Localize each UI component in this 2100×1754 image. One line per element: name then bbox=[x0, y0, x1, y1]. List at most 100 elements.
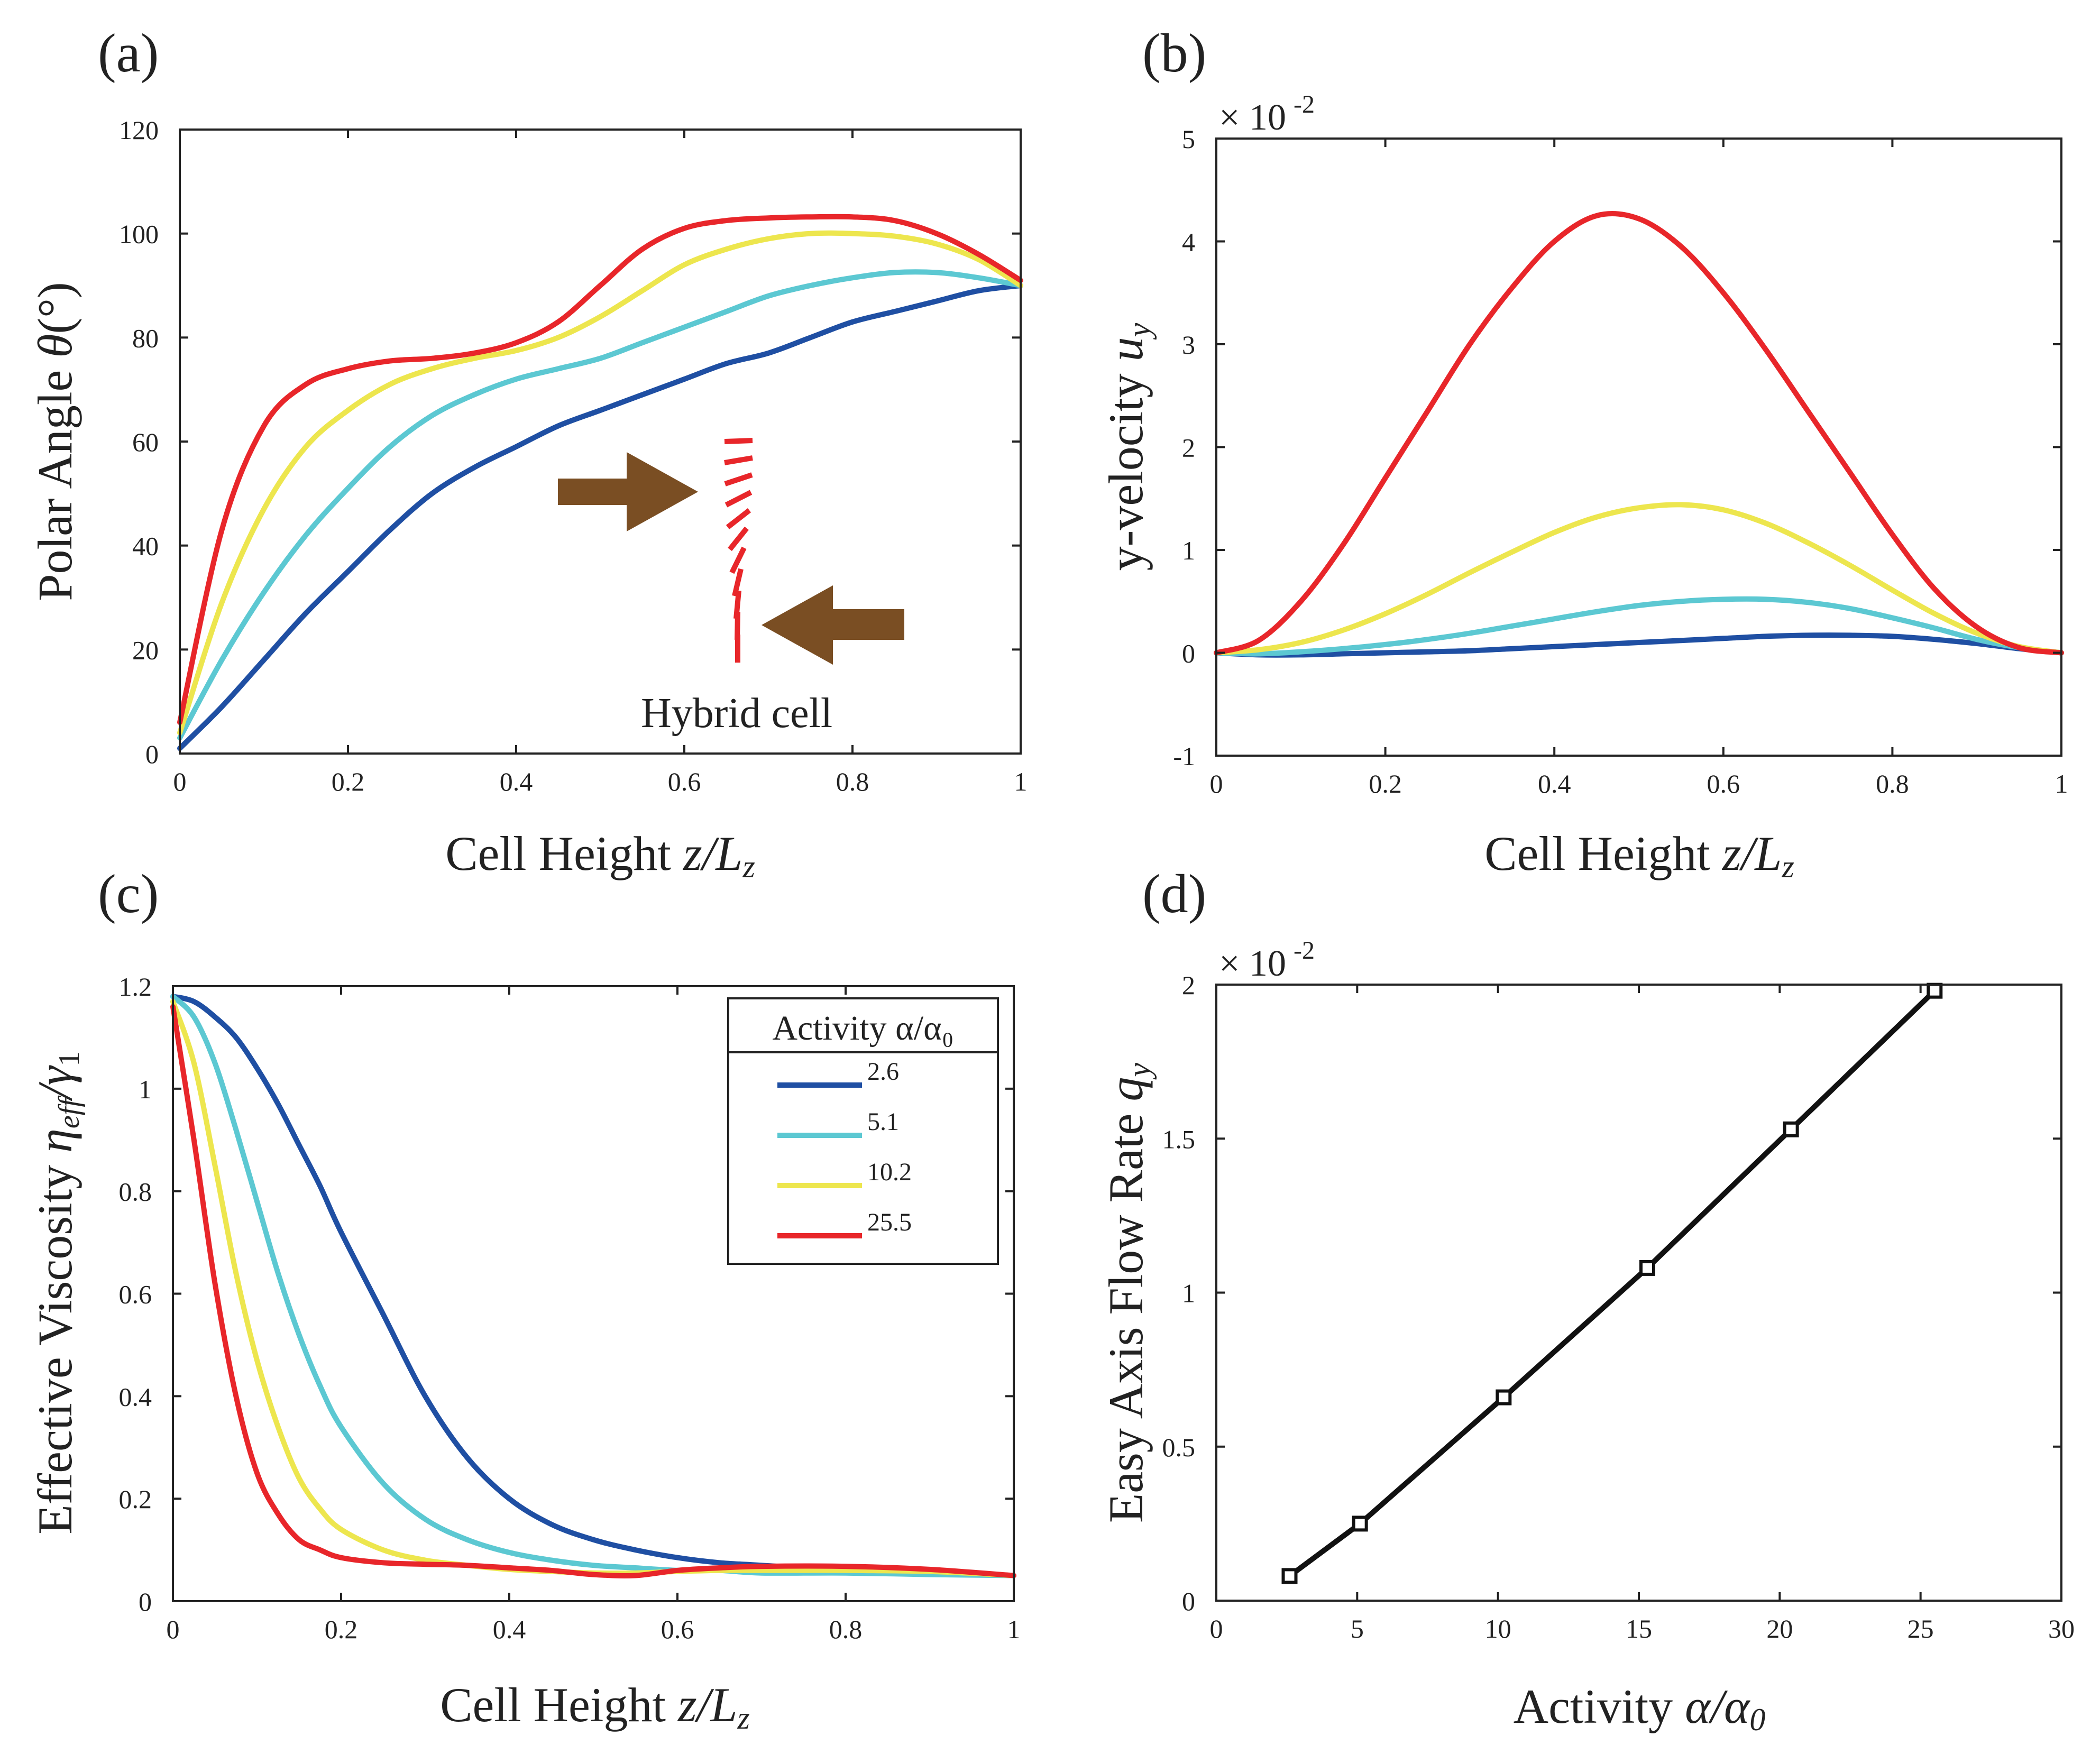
x-tick-label: 0.8 bbox=[829, 1614, 863, 1644]
panel-letter-b: (b) bbox=[1142, 23, 1206, 84]
series-line-10.2 bbox=[1214, 502, 2064, 656]
series-line bbox=[1287, 988, 1938, 1579]
press-arrow-right bbox=[558, 452, 698, 531]
y-tick-label: 0 bbox=[1182, 639, 1195, 668]
panel-a-ylabel: Polar Angle θ(°) bbox=[28, 282, 82, 601]
data-point-marker bbox=[1639, 1260, 1655, 1276]
y-tick-label: 0.6 bbox=[119, 1280, 152, 1309]
series-line-5.1 bbox=[177, 269, 1023, 741]
x-tick-label: 5 bbox=[1351, 1614, 1364, 1643]
x-tick-label: 0 bbox=[173, 767, 187, 796]
x-tick-label: 0.4 bbox=[493, 1614, 526, 1644]
panel-d: (d) 0 5 10 15 20 25 30 0 0.5 1 1.5 2 × 10 -2 Activit… bbox=[1099, 864, 2075, 1737]
x-tick-label: 0.8 bbox=[836, 767, 869, 796]
x-tick-label: 0.6 bbox=[661, 1614, 694, 1644]
director-field-icon bbox=[724, 438, 753, 663]
panel-b-xlabel: Cell Height z/Lz bbox=[1484, 827, 1794, 884]
x-tick-label: 0 bbox=[1210, 1614, 1223, 1643]
panel-d-plot-frame bbox=[1215, 984, 2062, 1602]
y-tick-label: 5 bbox=[1182, 124, 1195, 154]
series-line-10.2 bbox=[170, 999, 1016, 1578]
legend-entry: 5.1 bbox=[777, 1108, 899, 1138]
data-point-marker bbox=[1496, 1389, 1512, 1406]
data-point-marker bbox=[1352, 1516, 1368, 1532]
data-point-marker bbox=[1281, 1568, 1298, 1584]
legend-entry: 2.6 bbox=[777, 1058, 899, 1088]
panel-a-series bbox=[177, 214, 1023, 751]
x-tick-label: 1 bbox=[2055, 769, 2068, 798]
series-line-5.1 bbox=[1214, 596, 2064, 657]
series-line-2.6 bbox=[177, 283, 1023, 751]
x-tick-label: 0.6 bbox=[1707, 769, 1740, 798]
panel-b: (b) 0 0.2 0.4 0.6 0.8 1 -1 0 1 2 3 4 5 × 10 -2 Cell H… bbox=[1099, 23, 2068, 884]
x-tick-label: 0.2 bbox=[325, 1614, 358, 1644]
panel-a-plot-frame bbox=[179, 128, 1022, 755]
panel-b-plot-frame bbox=[1215, 137, 2062, 757]
panel-a-ticks: 0 0.2 0.4 0.6 0.8 1 0 20 40 60 80 100 120 bbox=[119, 115, 1028, 796]
x-tick-label: 30 bbox=[2048, 1614, 2075, 1643]
y-tick-label: 0 bbox=[145, 739, 159, 769]
x-tick-label: 0 bbox=[167, 1614, 180, 1644]
data-point-marker bbox=[1783, 1121, 1799, 1137]
y-tick-label: 4 bbox=[1182, 227, 1195, 257]
panel-b-exponent-label: × 10 -2 bbox=[1219, 90, 1315, 138]
legend: Activity α/α₀ 2.6 5.1 10.2 25.5 bbox=[727, 997, 999, 1265]
panel-b-ylabel: y-velocity uy bbox=[1099, 323, 1157, 571]
y-tick-label: 40 bbox=[132, 531, 159, 561]
x-tick-label: 0.6 bbox=[668, 767, 701, 796]
press-arrow-left bbox=[762, 585, 904, 665]
panel-d-exponent-label: × 10 -2 bbox=[1219, 936, 1315, 984]
x-tick-label: 10 bbox=[1485, 1614, 1511, 1643]
legend-entry-label: 2.6 bbox=[867, 1058, 899, 1086]
x-tick-label: 20 bbox=[1766, 1614, 1793, 1643]
panel-c-plot-frame bbox=[172, 985, 1015, 1602]
y-tick-label: 0.5 bbox=[1162, 1432, 1196, 1462]
panel-c-ylabel: Effective Viscosity ηeff/γ1 bbox=[28, 1051, 86, 1534]
x-tick-label: 0.4 bbox=[500, 767, 533, 796]
y-tick-label: 1 bbox=[1182, 536, 1195, 565]
panel-letter-a: (a) bbox=[98, 23, 159, 84]
panel-c: (c) 0 0.2 0.4 0.6 0.8 1 0 0.2 0.4 0.6 0.8 1 1.2 Cell… bbox=[28, 864, 1021, 1735]
legend-box bbox=[727, 997, 999, 1265]
data-point-marker bbox=[1927, 982, 1943, 999]
series-line-25.5 bbox=[170, 1004, 1016, 1578]
inset-label: Hybrid cell bbox=[641, 690, 832, 737]
panel-b-series bbox=[1214, 211, 2064, 658]
y-tick-label: 0 bbox=[139, 1587, 152, 1617]
panel-c-series bbox=[170, 994, 1016, 1578]
y-tick-label: 80 bbox=[132, 323, 159, 353]
y-tick-label: 0 bbox=[1182, 1586, 1195, 1616]
panel-c-xlabel: Cell Height z/Lz bbox=[440, 1678, 750, 1735]
series-line-10.2 bbox=[177, 230, 1023, 736]
legend-entry-label: 5.1 bbox=[867, 1108, 899, 1136]
x-tick-label: 1 bbox=[1007, 1614, 1021, 1644]
panel-c-ticks: 0 0.2 0.4 0.6 0.8 1 0 0.2 0.4 0.6 0.8 1 1.2 bbox=[119, 972, 1021, 1644]
legend-entry-label: 25.5 bbox=[867, 1208, 912, 1236]
x-tick-label: 0.2 bbox=[332, 767, 365, 796]
y-tick-label: 100 bbox=[119, 219, 159, 249]
panel-letter-c: (c) bbox=[98, 864, 159, 924]
y-tick-label: 1 bbox=[1182, 1279, 1195, 1308]
y-tick-label: 1.5 bbox=[1162, 1124, 1196, 1154]
y-tick-label: 0.2 bbox=[119, 1484, 152, 1514]
y-tick-label: 1.2 bbox=[119, 972, 152, 1002]
x-tick-label: 0.4 bbox=[1538, 769, 1571, 798]
y-tick-label: 120 bbox=[119, 115, 159, 145]
y-tick-label: 20 bbox=[132, 635, 159, 665]
panel-a-xlabel: Cell Height z/Lz bbox=[445, 827, 755, 884]
x-tick-label: 1 bbox=[1014, 767, 1028, 796]
y-tick-label: 2 bbox=[1182, 970, 1195, 1000]
panel-a: (a) 0 0.2 0.4 0.6 0.8 1 0 20 40 60 80 100 120 Cell H… bbox=[28, 23, 1028, 884]
legend-entry-label: 10.2 bbox=[867, 1158, 912, 1186]
y-tick-label: -1 bbox=[1173, 741, 1195, 771]
hybrid-cell-director-icon bbox=[558, 438, 904, 665]
y-tick-label: 2 bbox=[1182, 433, 1195, 463]
panel-d-xlabel: Activity α/α0 bbox=[1514, 1679, 1766, 1737]
x-tick-label: 0.8 bbox=[1876, 769, 1909, 798]
y-tick-label: 1 bbox=[139, 1075, 152, 1104]
panel-letter-d: (d) bbox=[1142, 864, 1206, 924]
legend-entry: 25.5 bbox=[777, 1208, 912, 1238]
legend-title: Activity α/α₀ bbox=[772, 1009, 953, 1048]
